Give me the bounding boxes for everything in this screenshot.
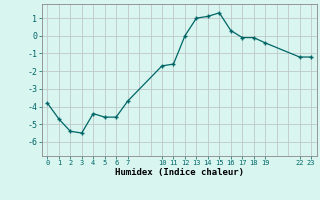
X-axis label: Humidex (Indice chaleur): Humidex (Indice chaleur) xyxy=(115,168,244,177)
